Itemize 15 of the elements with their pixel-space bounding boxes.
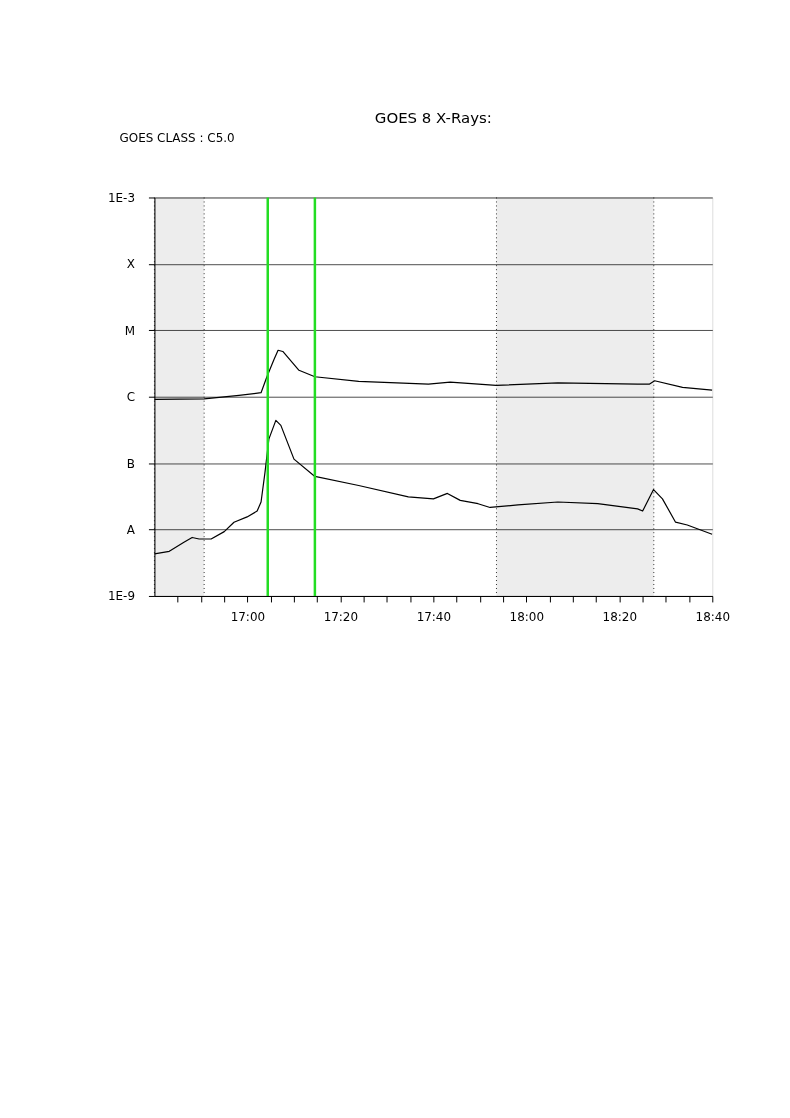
x-tick-label: 18:40 — [695, 610, 730, 625]
chart-title: GOES 8 X-Rays: — [374, 108, 492, 127]
x-tick-label: 17:20 — [323, 610, 359, 625]
y-tick-label: 1E-3 — [107, 190, 135, 205]
x-tick-label: 18:20 — [602, 610, 637, 625]
x-tick-label: 17:40 — [416, 610, 452, 625]
y-tick-label: 1E-9 — [107, 589, 135, 604]
y-tick-label: C — [126, 390, 135, 405]
y-tick-label: A — [126, 523, 136, 538]
x-tick-label: 18:00 — [509, 610, 545, 625]
text: GOES CLASS : C5.0 — [119, 130, 235, 145]
y-tick-label: M — [124, 323, 135, 338]
y-tick-label: B — [126, 456, 135, 471]
x-tick-label: 17:00 — [230, 610, 266, 625]
y-tick-label: X — [126, 257, 135, 272]
